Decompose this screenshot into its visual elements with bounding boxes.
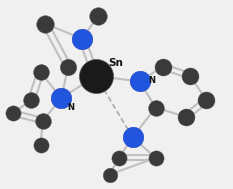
- Point: [94, 74, 98, 77]
- Point: [117, 156, 121, 159]
- Point: [59, 97, 63, 100]
- Point: [29, 99, 33, 102]
- Point: [154, 156, 158, 159]
- Text: Sn: Sn: [108, 58, 123, 68]
- Point: [39, 143, 42, 146]
- Point: [66, 65, 70, 68]
- Text: N: N: [67, 103, 74, 112]
- Point: [39, 71, 42, 74]
- Point: [41, 119, 45, 122]
- Text: N: N: [148, 76, 155, 85]
- Point: [184, 115, 187, 118]
- Point: [161, 65, 164, 68]
- Point: [138, 80, 141, 83]
- Point: [204, 99, 208, 102]
- Point: [96, 15, 100, 18]
- Point: [11, 112, 15, 115]
- Point: [188, 74, 192, 77]
- Point: [80, 37, 84, 40]
- Point: [43, 22, 47, 25]
- Point: [154, 106, 158, 109]
- Point: [131, 136, 134, 139]
- Point: [108, 173, 111, 176]
